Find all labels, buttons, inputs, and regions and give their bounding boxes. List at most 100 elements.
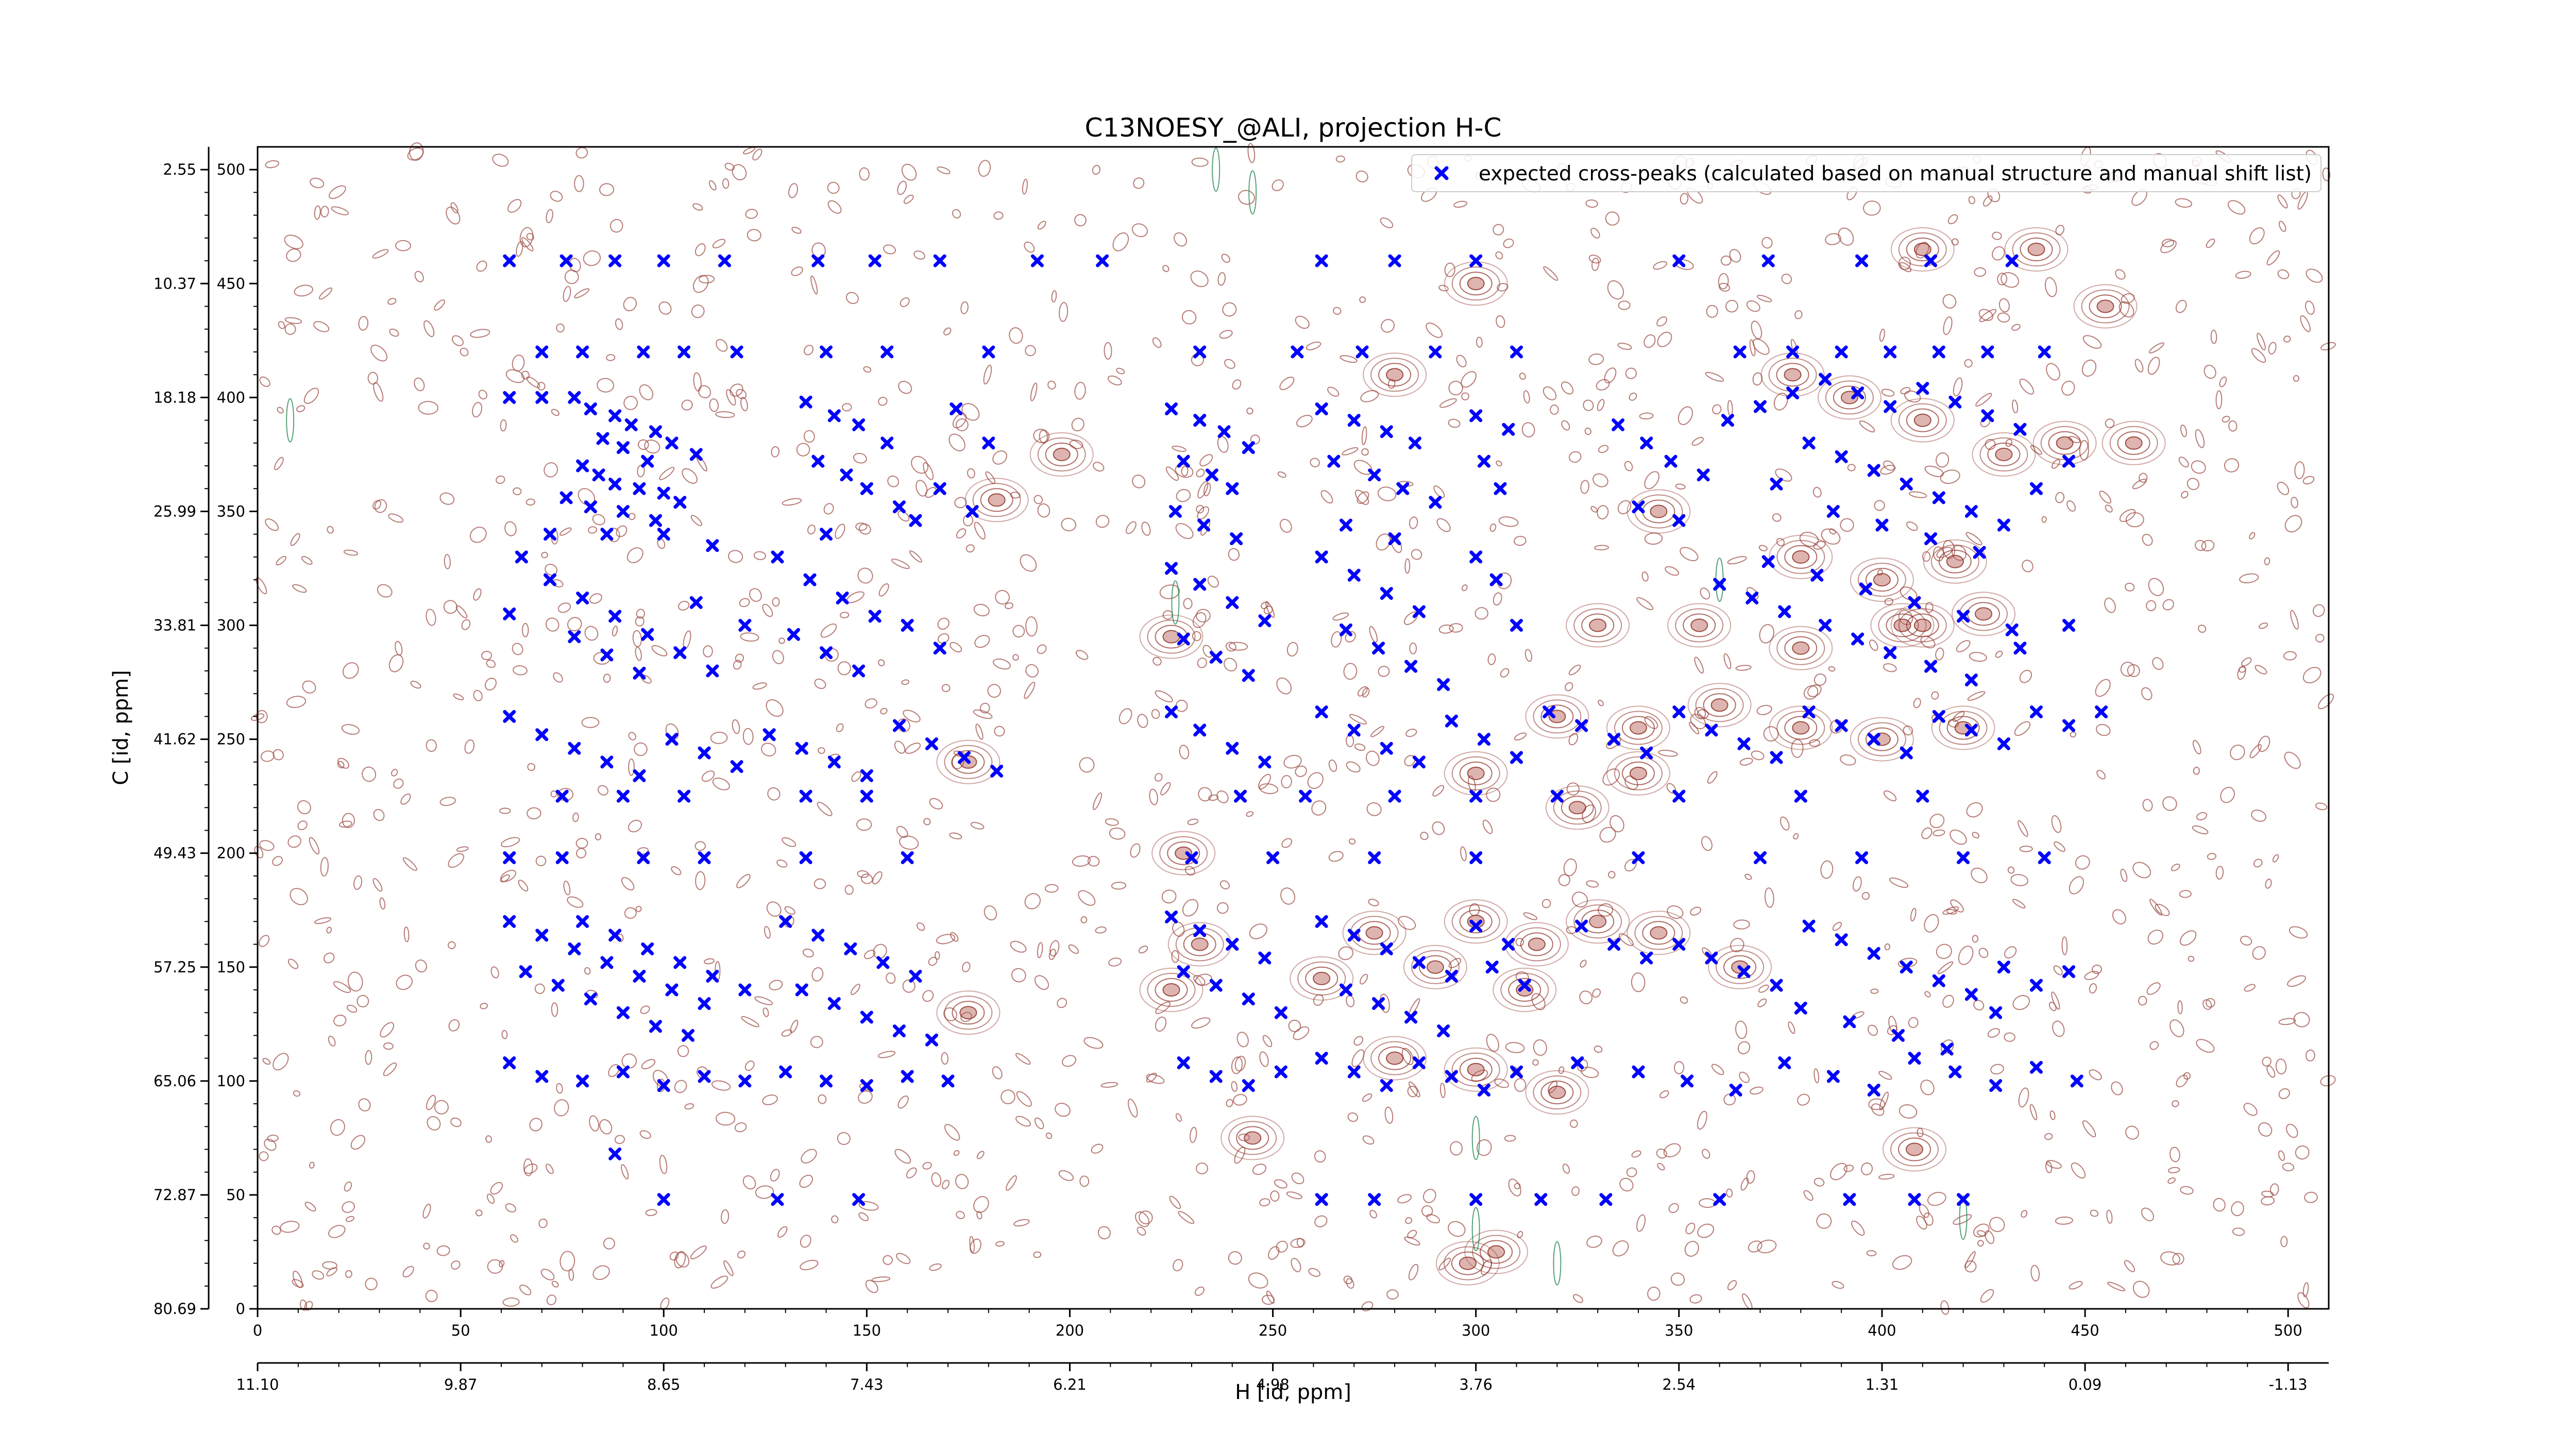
noise-contour xyxy=(1998,298,2010,313)
noise-contour xyxy=(1295,765,1307,778)
noise-contour xyxy=(1476,1139,1492,1156)
cross-peak-point xyxy=(673,646,687,660)
noise-contour xyxy=(1439,1083,1446,1099)
noise-contour xyxy=(1116,367,1125,375)
cross-peak-point xyxy=(503,254,516,267)
noise-contour xyxy=(2051,459,2061,469)
legend[interactable]: expected cross-peaks (calculated based o… xyxy=(1411,154,2321,192)
noise-contour xyxy=(1880,464,1896,475)
x-tick-label: 350 xyxy=(1665,1322,1693,1339)
cross-peak-point xyxy=(2013,423,2027,436)
noise-contour xyxy=(563,880,571,896)
noise-contour xyxy=(2206,238,2215,248)
noise-contour xyxy=(737,1250,746,1259)
noise-contour xyxy=(2179,930,2197,946)
noise-contour xyxy=(955,1174,969,1189)
cross-peak-point xyxy=(641,628,654,641)
noise-contour xyxy=(1175,523,1194,540)
noise-contour xyxy=(1037,503,1050,518)
cross-peak-point xyxy=(1810,568,1824,582)
cross-peak-point xyxy=(2062,454,2076,468)
noise-contour xyxy=(1964,1260,1977,1273)
cross-peak-point xyxy=(1884,646,1897,660)
noise-contour xyxy=(1408,1263,1419,1280)
noise-contour xyxy=(1756,704,1772,715)
noise-contour xyxy=(1985,1230,1995,1244)
noise-contour xyxy=(1132,475,1146,488)
noise-contour xyxy=(1723,653,1732,669)
noise-contour xyxy=(1279,376,1295,391)
cross-peak-point xyxy=(1209,979,1223,992)
peak-contour xyxy=(1508,978,1541,1002)
noise-contour xyxy=(1874,500,1885,511)
noise-contour xyxy=(2244,984,2256,992)
cross-peak-point xyxy=(1209,1070,1223,1083)
noise-contour xyxy=(691,304,705,318)
y-ppm-tick-label: 41.62 xyxy=(154,731,196,748)
noise-contour xyxy=(1196,609,1211,623)
noise-contour xyxy=(1262,1035,1273,1048)
peak-contour xyxy=(1784,545,1818,569)
noise-contour xyxy=(320,206,329,217)
noise-contour xyxy=(872,871,883,885)
noise-contour xyxy=(1726,1188,1733,1198)
noise-contour xyxy=(1929,814,1945,829)
noise-contour xyxy=(923,462,934,480)
noise-contour xyxy=(1524,649,1532,662)
noise-contour xyxy=(1342,447,1359,456)
cross-peak-point xyxy=(1964,988,1978,1001)
y-ppm-tick-label: 80.69 xyxy=(154,1300,196,1318)
cross-peak-point xyxy=(1607,733,1621,746)
cross-peak-point xyxy=(852,1193,866,1206)
noise-contour xyxy=(1162,265,1170,273)
noise-contour xyxy=(527,807,541,820)
noise-contour xyxy=(402,1266,414,1278)
peak-contour xyxy=(1893,618,1911,632)
noise-contour xyxy=(2120,662,2135,677)
cross-peak-point xyxy=(608,929,622,942)
noise-contour xyxy=(2305,300,2315,315)
noise-contour xyxy=(2010,874,2028,886)
noise-contour xyxy=(293,1270,303,1288)
peak-contour xyxy=(1906,408,1939,432)
noise-contour xyxy=(2055,1216,2073,1225)
noise-contour xyxy=(1080,916,1088,923)
peak-contour xyxy=(1703,693,1736,717)
peak-contour xyxy=(1850,558,1914,602)
cross-peak-point xyxy=(1339,623,1352,636)
noise-contour xyxy=(1125,521,1137,534)
noise-contour xyxy=(1010,940,1027,953)
noise-contour xyxy=(637,439,649,450)
noise-contour xyxy=(470,329,490,338)
noise-contour xyxy=(1105,818,1119,826)
noise-contour xyxy=(1343,1275,1353,1285)
noise-contour xyxy=(2249,532,2256,540)
cross-peak-point xyxy=(1502,938,1515,951)
noise-contour xyxy=(1398,916,1416,930)
noise-contour xyxy=(2197,625,2207,633)
peak-contour xyxy=(1626,489,1691,534)
cross-peak-point xyxy=(568,742,581,755)
peak-contour xyxy=(1029,432,1094,477)
noise-contour xyxy=(1033,495,1043,504)
noise-contour xyxy=(1712,404,1722,415)
noise-contour xyxy=(318,287,333,300)
cross-peak-point xyxy=(1964,504,1978,518)
noise-contour xyxy=(899,835,919,850)
noise-contour xyxy=(744,1060,755,1071)
cross-peak-point xyxy=(560,491,573,504)
peak-contour xyxy=(1313,971,1331,985)
noise-contour xyxy=(501,837,520,848)
noise-contour xyxy=(1369,626,1378,643)
noise-contour xyxy=(1449,1141,1463,1156)
cross-peak-point xyxy=(698,746,711,760)
noise-contour xyxy=(2284,751,2301,769)
noise-contour xyxy=(2012,995,2030,1010)
noise-contour xyxy=(1118,708,1132,724)
noise-contour xyxy=(1832,1280,1844,1289)
peak-contour xyxy=(1979,437,2028,471)
peak-contour xyxy=(1533,1075,1582,1109)
noise-contour xyxy=(2278,1018,2296,1025)
peak-contour xyxy=(1650,504,1668,518)
